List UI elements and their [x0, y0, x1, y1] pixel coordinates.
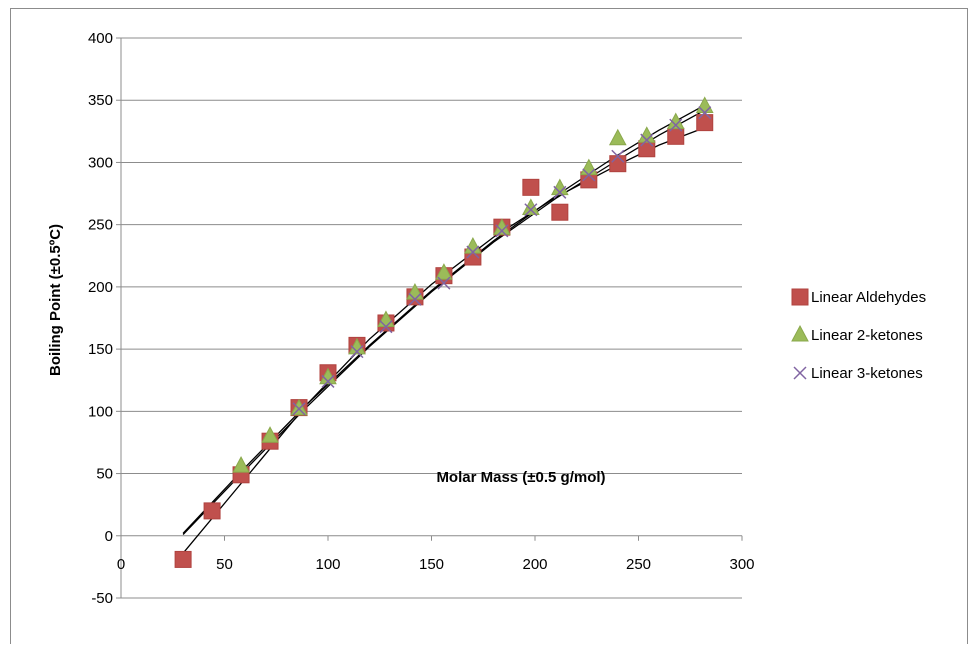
- point-s2-5: [437, 276, 451, 290]
- y-tick-label-6: 250: [88, 217, 113, 234]
- data-points: [174, 96, 714, 568]
- point-s2-8-stroke-b: [524, 203, 538, 217]
- x-tick-label-1: 50: [216, 556, 233, 573]
- point-s2-4: [408, 292, 422, 306]
- point-s2-12-stroke-b: [640, 133, 654, 147]
- point-s2-3: [379, 320, 393, 334]
- point-s2-6-stroke-b: [466, 245, 480, 259]
- point-s2-8: [524, 203, 538, 217]
- point-s1-13: [608, 128, 627, 146]
- point-s2-4-stroke-b: [408, 292, 422, 306]
- point-s0-0: [174, 550, 192, 568]
- point-s2-11-stroke-b: [611, 149, 625, 163]
- chart-frame: [10, 8, 968, 644]
- point-s0-18: [696, 114, 714, 132]
- point-s1-8: [464, 237, 482, 254]
- point-s1-11: [551, 178, 569, 196]
- point-s1-4: [348, 337, 366, 355]
- x-tick-label-6: 300: [729, 556, 754, 573]
- point-s2-12: [640, 133, 654, 147]
- point-s2-9-stroke-b: [553, 185, 567, 199]
- point-s2-13-stroke-b: [669, 118, 683, 132]
- point-s0-12: [522, 178, 540, 196]
- point-s2-7: [495, 224, 509, 238]
- point-s2-10: [582, 168, 596, 182]
- gridlines: [121, 37, 742, 599]
- point-s1-1: [261, 426, 279, 443]
- point-s2-3-stroke-b: [379, 320, 393, 334]
- x-tick-label-0: 0: [117, 556, 125, 573]
- y-axis-label: Boiling Point (±0.5ºC): [47, 224, 64, 376]
- point-s0-13: [551, 203, 569, 221]
- legend-marker-1: [791, 324, 809, 342]
- point-s0-15: [609, 155, 627, 173]
- point-s2-2-stroke-b: [350, 345, 364, 359]
- legend-label-1: Linear 2-ketones: [811, 327, 923, 344]
- point-s2-5-stroke-b: [437, 276, 451, 290]
- point-s2-6: [466, 245, 480, 259]
- y-tick-label-0: -50: [91, 590, 113, 607]
- point-s1-12: [579, 158, 598, 176]
- point-s2-10-stroke-b: [582, 168, 596, 182]
- y-tick-label-7: 300: [88, 154, 113, 171]
- point-s1-15: [666, 112, 685, 130]
- point-s2-11: [611, 149, 625, 163]
- point-s2-7-stroke-b: [495, 224, 509, 238]
- x-tick-label-2: 100: [315, 556, 340, 573]
- point-s1-16: [695, 96, 714, 113]
- point-s2-14-stroke-b: [698, 106, 712, 120]
- point-s1-10: [522, 198, 540, 215]
- point-s2-2: [350, 345, 364, 359]
- x-axis-label: Molar Mass (±0.5 g/mol): [436, 469, 605, 486]
- point-s2-9: [553, 185, 567, 199]
- legend-label-0: Linear Aldehydes: [811, 289, 926, 306]
- point-s2-1-stroke-b: [321, 374, 335, 388]
- point-s1-0: [232, 456, 250, 473]
- legend-label-2: Linear 3-ketones: [811, 365, 923, 382]
- y-tick-label-9: 400: [88, 30, 113, 47]
- x-tick-label-5: 250: [626, 556, 651, 573]
- point-s2-0-stroke-b: [292, 402, 306, 416]
- y-tick-label-4: 150: [88, 341, 113, 358]
- legend-marker-0: [791, 288, 809, 306]
- point-s1-3: [319, 367, 337, 385]
- point-s0-1: [203, 502, 221, 520]
- y-tick-label-3: 100: [88, 403, 113, 420]
- axes: [116, 37, 743, 599]
- point-s0-16: [638, 140, 656, 158]
- legend-marker-2: [793, 366, 807, 380]
- trendlines: [182, 104, 706, 554]
- point-s2-14: [698, 106, 712, 120]
- point-s1-7: [435, 263, 453, 280]
- legend-marker-2-stroke-b: [793, 366, 807, 380]
- point-s1-14: [637, 126, 656, 143]
- point-s2-1: [321, 374, 335, 388]
- y-tick-label-5: 200: [88, 279, 113, 296]
- y-tick-label-1: 0: [105, 528, 113, 545]
- legend: Linear Aldehydes Linear 2-ketones Linear 3…: [791, 288, 926, 382]
- y-tick-label-2: 50: [96, 466, 113, 483]
- trendline-0: [182, 126, 705, 554]
- y-tick-label-8: 350: [88, 92, 113, 109]
- point-s1-2: [290, 398, 308, 416]
- x-tick-label-4: 200: [522, 556, 547, 573]
- point-s2-13: [669, 118, 683, 132]
- x-tick-label-3: 150: [419, 556, 444, 573]
- point-s2-0: [292, 402, 306, 416]
